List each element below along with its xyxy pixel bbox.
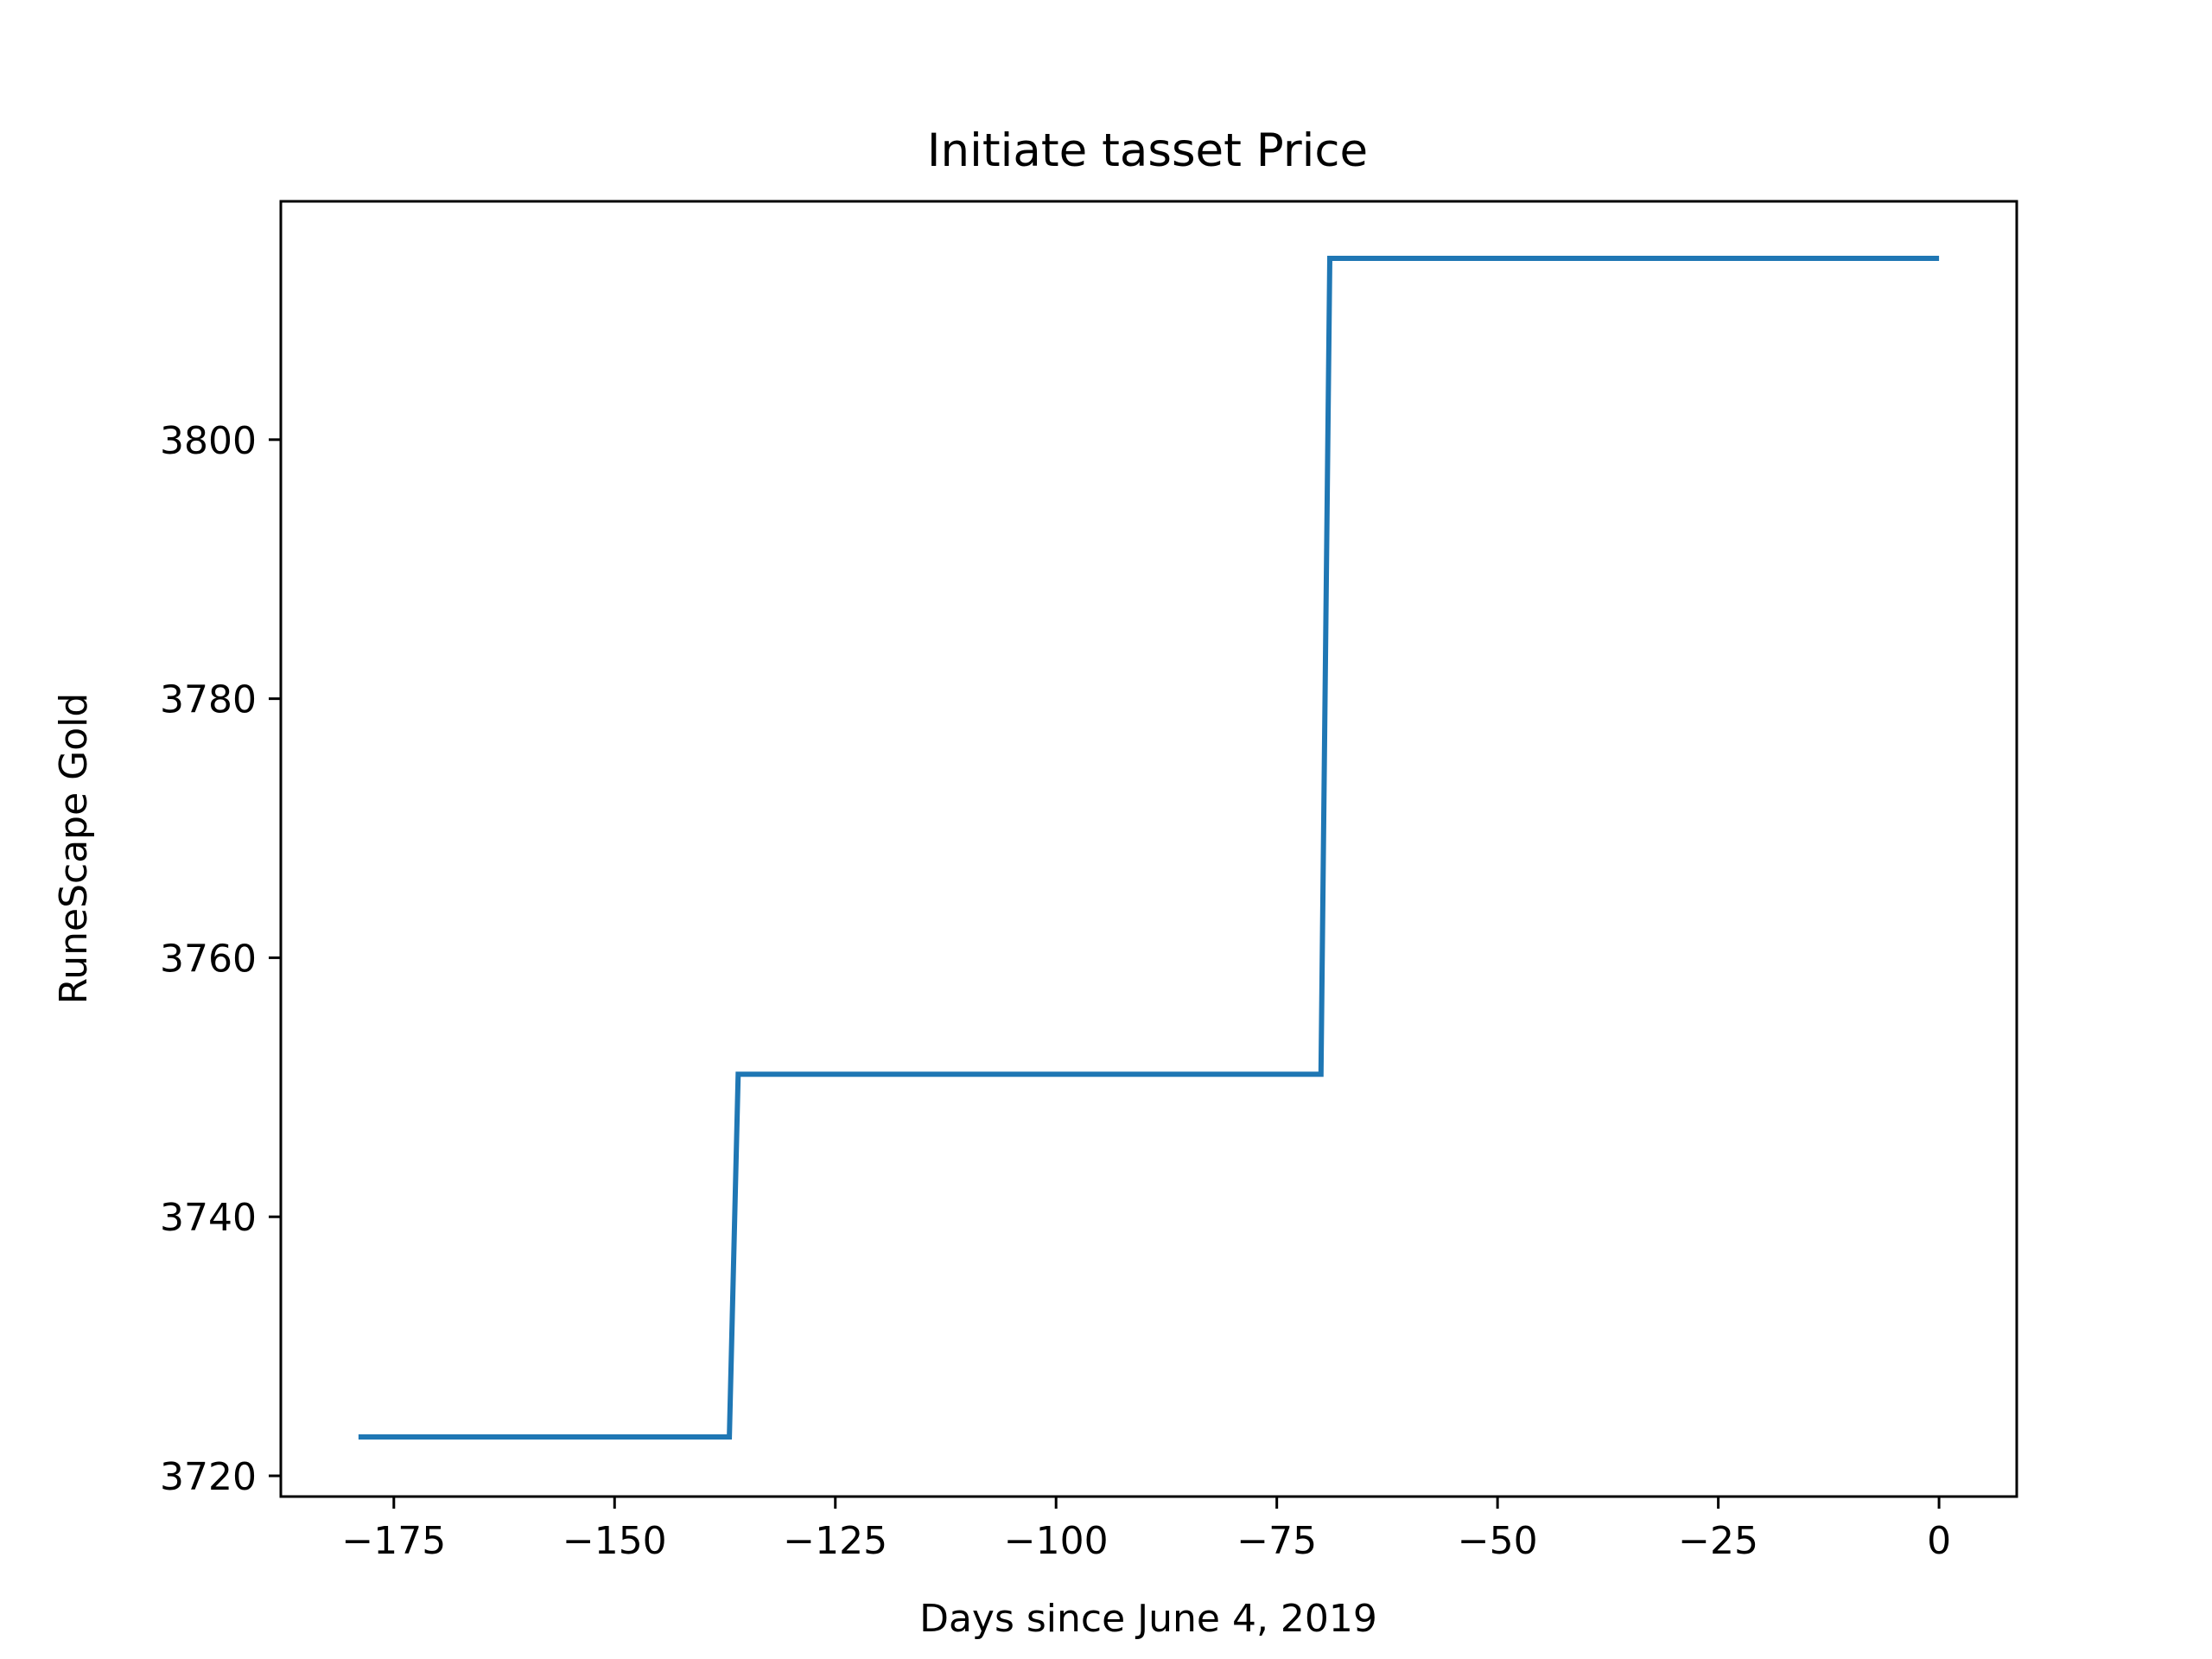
y-tick-label: 3740 bbox=[160, 1196, 257, 1240]
x-tick-label: −150 bbox=[563, 1519, 667, 1563]
x-tick-label: 0 bbox=[1927, 1519, 1951, 1563]
y-axis-title: RuneScape Gold bbox=[52, 693, 96, 1005]
x-tick-label: −50 bbox=[1458, 1519, 1538, 1563]
series-layer bbox=[358, 256, 1940, 1440]
y-tick-label: 3800 bbox=[160, 419, 257, 463]
plot-frame bbox=[279, 200, 2018, 1498]
x-tick-label: −100 bbox=[1004, 1519, 1109, 1563]
series-line-0 bbox=[358, 256, 1940, 1440]
y-tick-label: 3720 bbox=[160, 1455, 257, 1499]
y-tick-label: 3760 bbox=[160, 937, 257, 981]
x-tick-label: −25 bbox=[1678, 1519, 1758, 1563]
x-tick-label: −125 bbox=[783, 1519, 887, 1563]
x-axis-title: Days since June 4, 2019 bbox=[919, 1597, 1377, 1641]
x-axis-ticks: −175 −150 −125 −100 −75 −50 −25 0 bbox=[341, 1497, 1951, 1563]
x-tick-label: −75 bbox=[1236, 1519, 1317, 1563]
chart-title: Initiate tasset Price bbox=[927, 124, 1368, 177]
x-tick-label: −175 bbox=[341, 1519, 446, 1563]
y-axis-ticks: 3720 3740 3760 3780 3800 bbox=[160, 419, 281, 1499]
y-tick-label: 3780 bbox=[160, 678, 257, 722]
